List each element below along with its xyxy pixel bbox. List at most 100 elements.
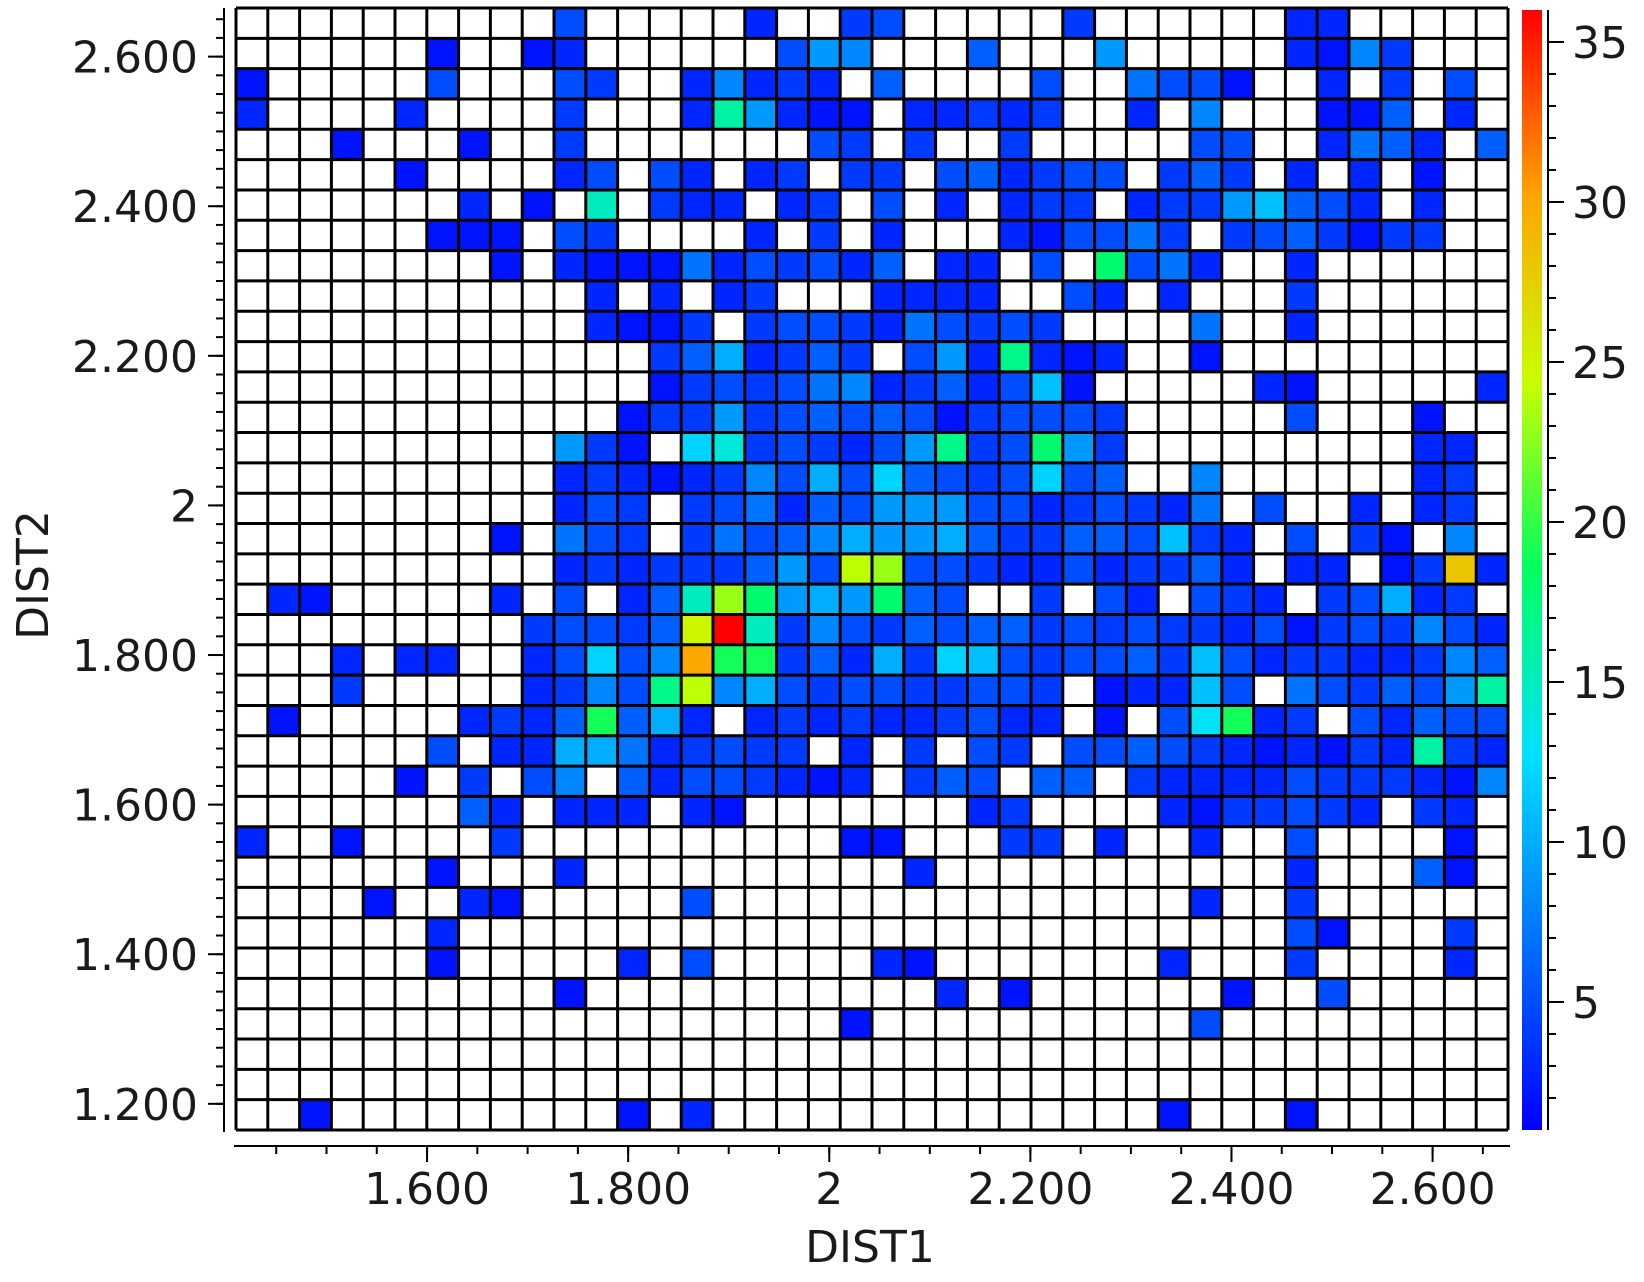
- heatmap-cell: [1444, 523, 1477, 554]
- heatmap-cell: [1221, 584, 1254, 615]
- heatmap-cell: [1190, 887, 1222, 918]
- heatmap-cell: [395, 766, 427, 797]
- heatmap-cell: [967, 280, 1000, 312]
- heatmap-cell: [1190, 493, 1222, 524]
- heatmap-cell: [490, 887, 523, 918]
- heatmap-cell: [1094, 493, 1127, 524]
- heatmap-cell: [903, 644, 936, 676]
- heatmap-cell: [490, 523, 523, 554]
- heatmap-cell: [1444, 614, 1477, 645]
- heatmap-cell: [1253, 644, 1286, 676]
- heatmap-cell: [1349, 675, 1381, 706]
- heatmap-cell: [649, 644, 682, 676]
- heatmap-cell: [1253, 584, 1286, 615]
- heatmap-cell: [1444, 462, 1477, 494]
- heatmap-cell: [1380, 614, 1413, 645]
- heatmap-cell: [776, 705, 809, 736]
- heatmap-cell: [1317, 68, 1349, 99]
- heatmap-cell: [522, 38, 554, 69]
- heatmap-cell: [840, 341, 872, 372]
- heatmap-cell: [585, 432, 618, 463]
- heatmap-cell: [1031, 826, 1063, 858]
- heatmap-cell: [1285, 220, 1318, 251]
- heatmap-cell: [1444, 675, 1477, 706]
- heatmap-cell: [967, 523, 1000, 554]
- heatmap-cell: [1285, 1099, 1318, 1130]
- heatmap-cell: [808, 189, 841, 221]
- heatmap-cell: [776, 614, 809, 645]
- heatmap-cell: [808, 98, 841, 130]
- heatmap-cell: [744, 553, 777, 585]
- heatmap-cell: [1317, 735, 1349, 767]
- heatmap-cell: [681, 432, 713, 463]
- heatmap-cell: [872, 584, 904, 615]
- heatmap-cell: [585, 68, 618, 99]
- heatmap-cell: [585, 493, 618, 524]
- heatmap-cell: [585, 523, 618, 554]
- heatmap-cell: [999, 523, 1031, 554]
- heatmap-cell: [681, 644, 713, 676]
- heatmap-cell: [1317, 38, 1349, 69]
- heatmap-cell: [554, 614, 586, 645]
- y-tick-label: 2.400: [72, 182, 198, 233]
- heatmap-cell: [1158, 705, 1190, 736]
- heatmap-cell: [1349, 159, 1381, 190]
- heatmap-cell: [554, 250, 586, 281]
- heatmap-cell: [1190, 766, 1222, 797]
- heatmap-cell: [1094, 38, 1127, 69]
- heatmap-cell: [903, 280, 936, 312]
- heatmap-cell: [840, 371, 872, 403]
- heatmap-cell: [840, 129, 872, 160]
- heatmap-cell: [426, 735, 459, 767]
- heatmap-cell: [490, 826, 523, 858]
- heatmap-cell: [1221, 68, 1254, 99]
- heatmap-cell: [999, 493, 1031, 524]
- heatmap-cell: [1476, 371, 1508, 403]
- heatmap-cell: [395, 644, 427, 676]
- heatmap-cell: [935, 402, 968, 433]
- heatmap-cell: [1031, 311, 1063, 342]
- colorbar-tick-label: 15: [1572, 658, 1628, 709]
- heatmap-cell: [776, 402, 809, 433]
- heatmap-cell: [744, 311, 777, 342]
- heatmap-cell: [490, 220, 523, 251]
- heatmap-cell: [1190, 341, 1222, 372]
- heatmap-cell: [1221, 129, 1254, 160]
- heatmap-cell: [681, 68, 713, 99]
- heatmap-cell: [1158, 735, 1190, 767]
- heatmap-cell: [872, 250, 904, 281]
- heatmap-cell: [776, 675, 809, 706]
- heatmap-cell: [872, 705, 904, 736]
- heatmap-cell: [744, 68, 777, 99]
- x-axis-title: DIST1: [805, 1222, 935, 1273]
- heatmap-cell: [585, 675, 618, 706]
- heatmap-cell: [649, 705, 682, 736]
- heatmap-cell: [1094, 584, 1127, 615]
- heatmap-cell: [1062, 644, 1095, 676]
- colorbar-tick-label: 30: [1572, 178, 1628, 229]
- heatmap-cell: [903, 129, 936, 160]
- heatmap-cell: [1221, 159, 1254, 190]
- heatmap-cell: [1094, 341, 1127, 372]
- heatmap-cell: [490, 796, 523, 827]
- heatmap-cell: [776, 98, 809, 130]
- heatmap-cell: [808, 614, 841, 645]
- heatmap-cell: [1412, 432, 1445, 463]
- heatmap-cell: [554, 129, 586, 160]
- heatmap-cell: [1221, 614, 1254, 645]
- heatmap-cell: [713, 280, 745, 312]
- heatmap-cell: [681, 735, 713, 767]
- heatmap-cell: [1349, 493, 1381, 524]
- heatmap-cell: [554, 462, 586, 494]
- heatmap-cell: [1190, 1008, 1222, 1040]
- heatmap-cell: [1158, 493, 1190, 524]
- heatmap-cell: [776, 644, 809, 676]
- heatmap-cell: [1031, 493, 1063, 524]
- heatmap-cell: [744, 341, 777, 372]
- heatmap-cell: [1221, 553, 1254, 585]
- heatmap-cell: [872, 675, 904, 706]
- heatmap-cell: [872, 614, 904, 645]
- heatmap-cell: [649, 250, 682, 281]
- heatmap-cell: [1221, 189, 1254, 221]
